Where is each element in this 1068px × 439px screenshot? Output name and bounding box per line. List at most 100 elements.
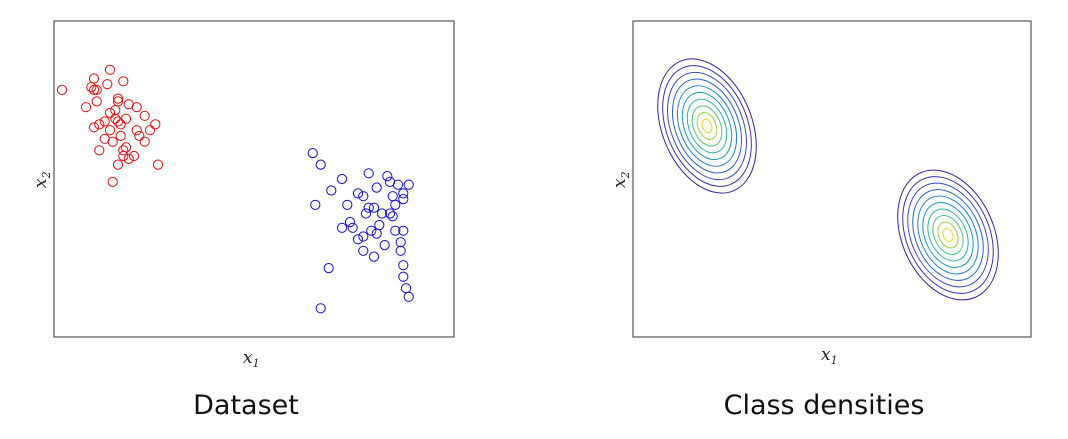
class-densities-panel: x1 x2 Class densities	[534, 0, 1068, 439]
class-2-point	[336, 222, 348, 233]
class-2-point	[398, 271, 409, 282]
class-1-point	[123, 153, 134, 164]
class-2-point	[403, 179, 414, 190]
x-axis-label: x1	[821, 345, 838, 367]
class-1-point	[118, 150, 129, 162]
class-1-point	[144, 125, 156, 136]
class-2-point	[344, 217, 356, 228]
class-2-density-contour	[927, 208, 969, 262]
class-1-point	[128, 150, 140, 162]
class-densities-contour-plot: x1 x2	[610, 20, 1032, 367]
class-2-point	[323, 263, 334, 274]
class-2-point	[315, 303, 326, 314]
class-2-point	[371, 182, 382, 193]
class-2-density-contour	[922, 202, 974, 268]
class-1-point	[118, 145, 129, 156]
class-2-point	[347, 222, 358, 233]
class-2-density-contour	[937, 221, 959, 249]
class-2-point	[395, 245, 406, 256]
class-1-point	[88, 122, 100, 133]
class-1-point	[150, 119, 161, 130]
class-2-density-contour	[932, 215, 964, 255]
class-1-point	[112, 96, 124, 107]
class-2-point	[360, 208, 372, 219]
class-1-point	[110, 113, 121, 124]
class-1-point	[94, 145, 105, 156]
class-1-density-contour	[691, 105, 723, 147]
class-2-point	[379, 240, 390, 251]
class-2-density-contour	[907, 182, 989, 288]
class-2-density-contour	[942, 228, 954, 242]
dataset-caption: Dataset	[193, 390, 299, 421]
densities-caption: Class densities	[723, 390, 925, 421]
class-2-point	[400, 283, 412, 294]
class-2-density-contour	[902, 176, 994, 294]
class-1-point	[152, 159, 164, 170]
class-1-point	[112, 93, 124, 104]
class-1-point	[80, 102, 92, 113]
class-2-point	[352, 234, 364, 245]
class-2-point	[342, 199, 353, 210]
class-1-point	[104, 64, 116, 75]
y-axis-label: x2	[610, 171, 632, 188]
class-2-point	[390, 199, 401, 210]
class-1-density-contour	[672, 78, 742, 174]
class-1-point	[131, 125, 142, 136]
class-2-point	[358, 245, 369, 256]
class-1-point	[88, 73, 100, 84]
class-2-point	[307, 148, 318, 159]
class-1-point	[118, 76, 129, 87]
class-2-point	[390, 225, 401, 236]
class-1-point	[115, 119, 126, 130]
class-2-point	[403, 291, 414, 302]
class-1-density-contour	[686, 98, 728, 154]
class-1-density-contour	[696, 112, 718, 140]
class-2-point	[384, 208, 396, 219]
class-2-point	[368, 251, 380, 262]
class-2-point	[395, 237, 406, 248]
class-1-density-contour	[657, 58, 757, 194]
class-1-point	[94, 119, 105, 130]
class-2-point	[363, 202, 374, 213]
class-1-point	[110, 105, 121, 116]
class-2-point	[363, 168, 374, 179]
class-2-density-contour	[897, 169, 999, 301]
scatter-points	[56, 64, 414, 314]
class-2-point	[376, 208, 388, 219]
y-axis-label: x2	[31, 171, 53, 188]
class-2-point	[358, 231, 369, 242]
class-2-point	[326, 185, 337, 196]
class-1-point	[112, 159, 124, 170]
class-2-point	[336, 173, 348, 185]
class-1-density-contour	[701, 118, 713, 134]
class-1-point	[120, 142, 132, 153]
class-2-point	[352, 188, 364, 199]
class-2-point	[398, 194, 409, 205]
class-2-point	[392, 179, 404, 190]
class-1-point	[88, 84, 100, 96]
class-1-point	[102, 79, 113, 90]
class-1-point	[107, 176, 118, 187]
class-2-point	[368, 202, 380, 213]
class-2-point	[358, 191, 369, 202]
class-1-point	[99, 133, 110, 144]
class-1-point	[139, 110, 150, 121]
class-1-point	[115, 130, 126, 141]
class-2-density-contour	[917, 195, 979, 275]
density-contours	[657, 58, 999, 301]
class-1-point	[134, 130, 145, 141]
class-2-point	[382, 171, 393, 182]
class-1-point	[139, 136, 150, 147]
dataset-panel: x1 x2 Dataset	[31, 20, 455, 421]
class-1-density-contour	[662, 65, 752, 187]
class-2-point	[398, 188, 409, 199]
class-2-point	[374, 219, 385, 231]
class-2-point	[310, 199, 321, 210]
class-1-point	[91, 84, 102, 96]
class-1-point	[104, 125, 116, 136]
dataset-plot-frame	[53, 20, 455, 338]
class-1-density-contour	[676, 85, 738, 167]
class-2-point	[371, 228, 382, 239]
class-2-point	[387, 211, 398, 222]
class-2-point	[315, 159, 326, 170]
